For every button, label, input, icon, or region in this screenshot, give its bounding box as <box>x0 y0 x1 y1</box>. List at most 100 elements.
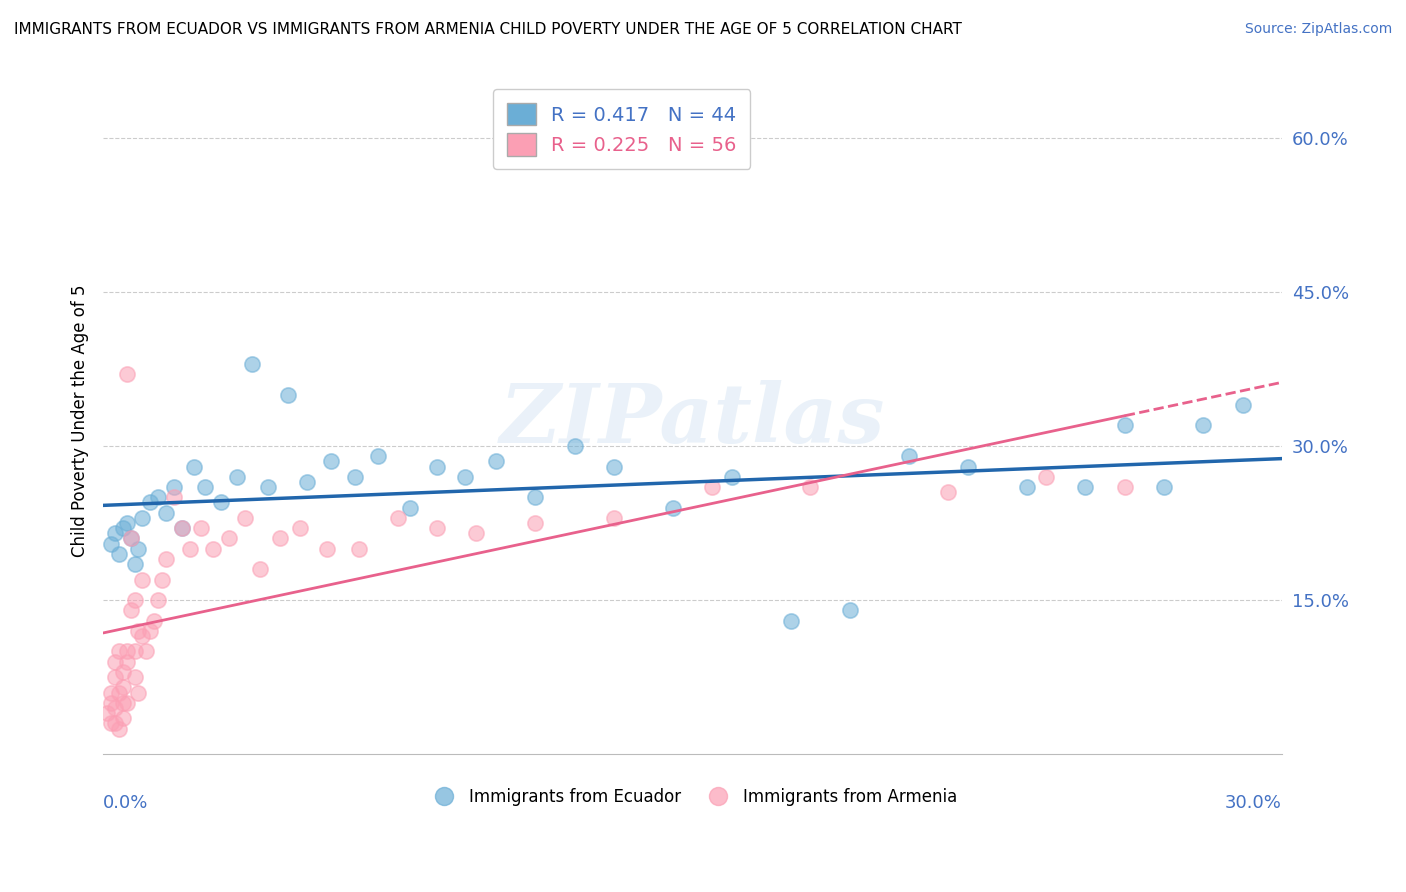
Point <box>128 685 150 699</box>
Point <box>453 470 475 484</box>
Point <box>183 459 205 474</box>
Point <box>131 573 153 587</box>
Point <box>485 454 508 468</box>
Text: 0.0%: 0.0% <box>103 794 149 813</box>
Point <box>108 644 131 658</box>
Point <box>702 480 724 494</box>
Point <box>111 665 134 679</box>
Point <box>163 480 186 494</box>
Text: 30.0%: 30.0% <box>1225 794 1282 813</box>
Point <box>202 541 225 556</box>
Point <box>209 495 232 509</box>
Point <box>108 547 131 561</box>
Point <box>316 541 339 556</box>
Point <box>603 511 626 525</box>
Point <box>347 541 370 556</box>
Point <box>108 722 131 736</box>
Point <box>120 532 142 546</box>
Point <box>288 521 311 535</box>
Point <box>96 706 118 720</box>
Point <box>319 454 342 468</box>
Point <box>146 593 169 607</box>
Point <box>100 696 122 710</box>
Point <box>146 491 169 505</box>
Point <box>269 532 291 546</box>
Point <box>426 459 449 474</box>
Point <box>104 701 127 715</box>
Point <box>799 480 821 494</box>
Point <box>124 670 146 684</box>
Point <box>111 521 134 535</box>
Point <box>1114 480 1136 494</box>
Point <box>128 624 150 638</box>
Point <box>124 644 146 658</box>
Point <box>104 526 127 541</box>
Point <box>1153 480 1175 494</box>
Point <box>124 557 146 571</box>
Point <box>387 511 409 525</box>
Legend: Immigrants from Ecuador, Immigrants from Armenia: Immigrants from Ecuador, Immigrants from… <box>420 781 965 813</box>
Point <box>143 614 166 628</box>
Point <box>249 562 271 576</box>
Point <box>225 470 247 484</box>
Point <box>104 655 127 669</box>
Point <box>277 387 299 401</box>
Point <box>111 696 134 710</box>
Point <box>297 475 319 489</box>
Point <box>135 644 157 658</box>
Point <box>100 716 122 731</box>
Point <box>100 536 122 550</box>
Point <box>170 521 193 535</box>
Point <box>343 470 366 484</box>
Point <box>139 495 162 509</box>
Point <box>194 480 217 494</box>
Point <box>564 439 586 453</box>
Point <box>104 716 127 731</box>
Point <box>524 516 547 530</box>
Point <box>104 670 127 684</box>
Point <box>179 541 201 556</box>
Point <box>398 500 420 515</box>
Point <box>120 532 142 546</box>
Point <box>233 511 256 525</box>
Point <box>120 603 142 617</box>
Point <box>936 485 959 500</box>
Text: ZIPatlas: ZIPatlas <box>499 380 886 460</box>
Point <box>100 685 122 699</box>
Point <box>218 532 240 546</box>
Point <box>465 526 488 541</box>
Point <box>257 480 280 494</box>
Point <box>131 511 153 525</box>
Point <box>155 552 177 566</box>
Point <box>721 470 744 484</box>
Point <box>115 367 138 381</box>
Point <box>524 491 547 505</box>
Text: IMMIGRANTS FROM ECUADOR VS IMMIGRANTS FROM ARMENIA CHILD POVERTY UNDER THE AGE O: IMMIGRANTS FROM ECUADOR VS IMMIGRANTS FR… <box>14 22 962 37</box>
Point <box>1015 480 1038 494</box>
Point <box>108 685 131 699</box>
Point <box>155 506 177 520</box>
Point <box>111 711 134 725</box>
Point <box>779 614 801 628</box>
Y-axis label: Child Poverty Under the Age of 5: Child Poverty Under the Age of 5 <box>72 284 89 557</box>
Point <box>956 459 979 474</box>
Point <box>111 681 134 695</box>
Point <box>190 521 212 535</box>
Point <box>242 357 264 371</box>
Point <box>662 500 685 515</box>
Point <box>1074 480 1097 494</box>
Point <box>170 521 193 535</box>
Text: Source: ZipAtlas.com: Source: ZipAtlas.com <box>1244 22 1392 37</box>
Point <box>131 629 153 643</box>
Point <box>1192 418 1215 433</box>
Point <box>115 516 138 530</box>
Point <box>115 644 138 658</box>
Point <box>115 696 138 710</box>
Point <box>367 449 389 463</box>
Point <box>426 521 449 535</box>
Point <box>150 573 173 587</box>
Point <box>115 655 138 669</box>
Point <box>139 624 162 638</box>
Point <box>1035 470 1057 484</box>
Point <box>124 593 146 607</box>
